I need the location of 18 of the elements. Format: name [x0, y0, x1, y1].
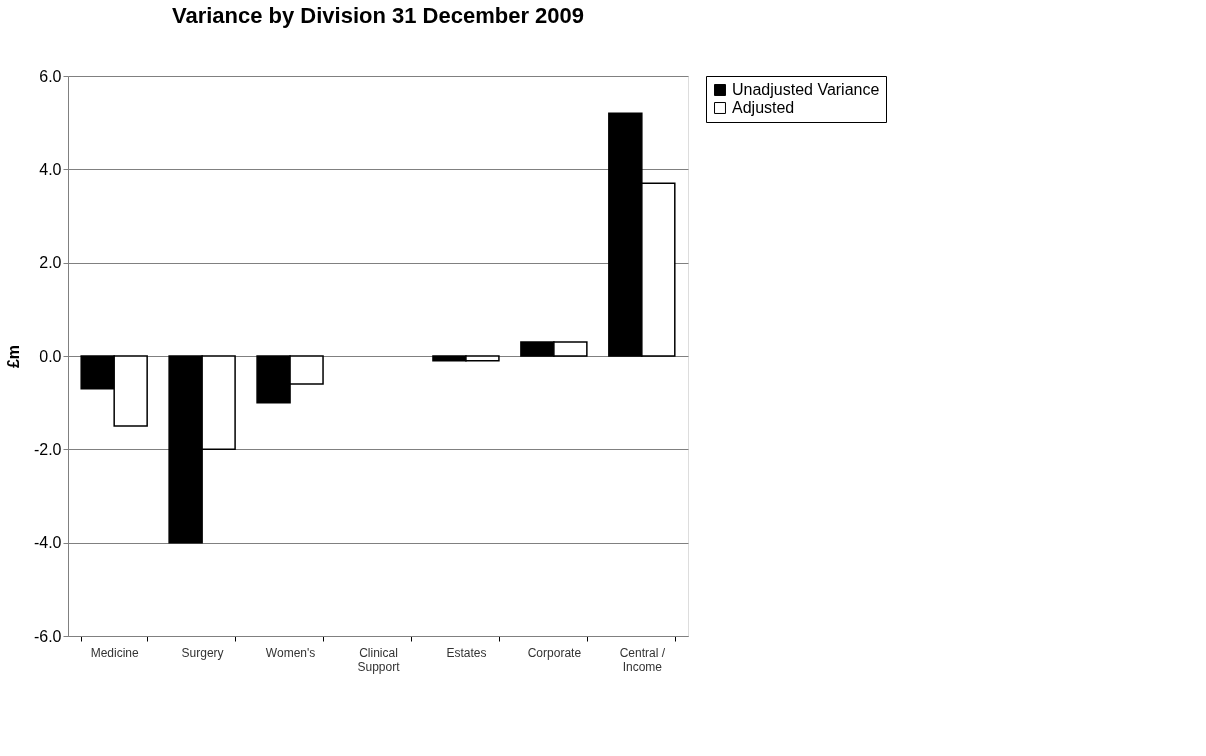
- x-tick-label: Estates: [446, 645, 487, 660]
- y-tick-label: 4.0: [39, 160, 62, 178]
- y-tick-label: -2.0: [33, 440, 62, 458]
- x-tick-label: Medicine: [90, 645, 139, 660]
- x-tick-label: Central / Income: [619, 645, 666, 674]
- chart-title: Variance by Division 31 December 2009: [171, 3, 585, 28]
- x-tick-label: Corporate: [527, 645, 582, 660]
- legend-label: Adjusted: [732, 99, 795, 116]
- y-tick-label: 0.0: [39, 347, 62, 365]
- x-tick-label: Surgery: [181, 645, 224, 660]
- y-tick-label: 2.0: [39, 254, 62, 272]
- y-tick-label: 6.0: [39, 67, 62, 85]
- x-tick-label: Women's: [265, 645, 316, 660]
- x-tick-label: Clinical Support: [357, 645, 401, 674]
- y-tick-label: -4.0: [33, 534, 62, 552]
- y-axis-title: £m: [4, 344, 22, 369]
- legend-label: Unadjusted Variance: [732, 81, 880, 98]
- y-tick-label: -6.0: [33, 627, 62, 645]
